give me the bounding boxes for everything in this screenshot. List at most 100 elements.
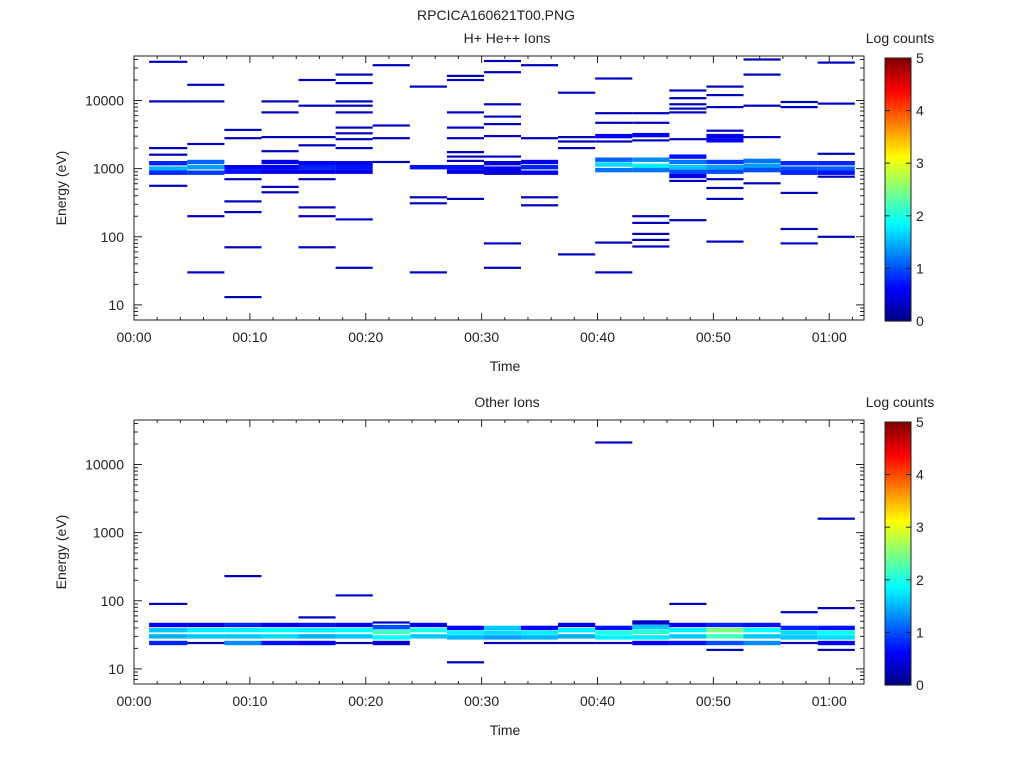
x-axis-label: Time [490,358,521,374]
heatmap-cell [149,640,188,646]
y-tick-label: 10 [108,661,124,677]
heatmap-cell [706,129,744,132]
colorbar-tick-label: 4 [916,103,924,119]
colorbar-step [885,592,911,597]
heatmap-cell [521,625,559,631]
heatmap-cell [149,161,188,166]
colorbar-step [885,556,911,560]
heatmap-cell [224,296,262,299]
figure-title: RPCICA160621T00.PNG [417,7,575,23]
heatmap-cell [595,133,633,139]
colorbar-step [885,611,911,615]
colorbar-step [885,432,911,436]
heatmap-cell [261,150,299,153]
heatmap-cell [335,641,373,645]
colorbar-step [885,511,911,515]
heatmap-cell [224,128,262,131]
heatmap-cell [780,611,818,614]
colorbar-step [885,79,911,83]
colorbar-step [885,184,911,188]
colorbar-step [885,653,911,657]
colorbar-step [885,231,911,235]
heatmap-cell [335,126,373,129]
colorbar-step [885,679,911,683]
heatmap-cell [817,152,855,155]
colorbar-step [885,134,911,138]
heatmap-cell [595,625,633,631]
colorbar-step [885,178,911,183]
x-tick-label: 00:00 [116,693,151,709]
heatmap-cell [706,159,744,165]
heatmap-cell [298,628,336,633]
heatmap-cell [780,166,818,171]
colorbar-step [885,629,911,633]
heatmap-cell [780,170,818,175]
heatmap-cell [817,102,855,105]
heatmap-cell [595,630,633,635]
heatmap-cell [298,206,336,209]
colorbar-step [885,435,911,439]
x-tick-label: 01:00 [812,329,847,345]
heatmap-cell [669,640,707,646]
heatmap-cell [706,648,744,651]
heatmap-cell [558,136,596,139]
panel-title: Other Ions [474,394,539,410]
heatmap-cell [261,634,299,639]
heatmap-cell [446,126,484,129]
heatmap-cell [521,159,559,165]
colorbar-step [885,613,911,618]
heatmap-cell [446,635,484,640]
heatmap-cell [706,138,744,143]
heatmap-cell [446,661,484,664]
heatmap-cell [669,628,707,633]
colorbar-step [885,445,911,449]
colorbar-step [885,642,911,647]
colorbar-step [885,621,911,626]
colorbar-step [885,286,911,291]
colorbar-step [885,142,911,146]
y-axis-label: Energy (eV) [53,151,69,226]
colorbar-frame [884,57,912,322]
heatmap-cell [446,625,484,631]
heatmap-cell [521,170,559,175]
heatmap-cell [335,622,373,628]
colorbar-step [885,627,911,631]
heatmap-cell [669,159,707,165]
heatmap-cell [669,634,707,639]
colorbar-step [885,163,911,167]
heatmap-cell [817,235,855,238]
heatmap-cell [298,169,336,174]
heatmap-cell [706,634,744,639]
colorbar-step [885,482,911,486]
heatmap-cell [335,82,373,85]
heatmap-cell [632,635,670,640]
heatmap-cell [335,104,373,107]
colorbar-step [885,218,911,222]
heatmap-cell [446,111,484,114]
heatmap-cell [187,142,225,146]
heatmap-cell [298,104,336,107]
colorbar-step [885,456,911,460]
heatmap-cell [558,634,596,639]
heatmap-cell [706,165,744,170]
colorbar-step [885,126,911,130]
heatmap-cell [743,640,781,646]
heatmap-cell [595,77,633,80]
colorbar-step [885,582,911,586]
colorbar-step [885,147,911,151]
heatmap-cell [632,157,670,162]
heatmap-cell [521,137,559,140]
heatmap-cell [298,640,336,646]
colorbar-step [885,650,911,655]
heatmap-cell [149,622,188,628]
colorbar-step [885,424,911,428]
heatmap-cell [372,621,410,624]
heatmap-cell [298,178,336,181]
colorbar-tick-label: 2 [916,572,924,588]
colorbar-step [885,535,911,539]
colorbar-step [885,532,911,536]
heatmap-cell [817,630,855,635]
colorbar-step [885,207,911,212]
heatmap-cell [817,648,855,651]
heatmap-cell [669,138,707,141]
